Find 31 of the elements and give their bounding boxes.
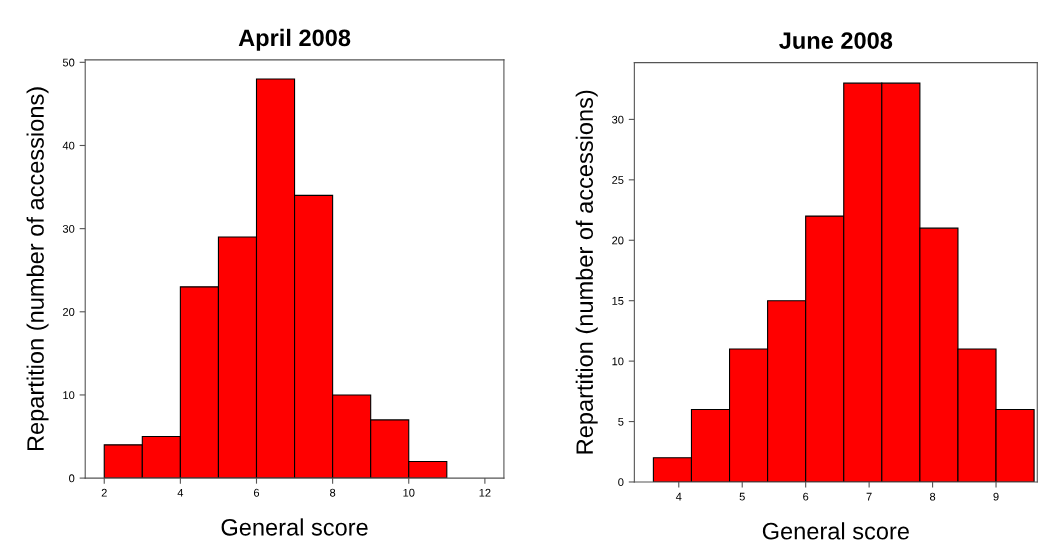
x-tick-label: 9 — [993, 492, 999, 501]
y-tick-label: 30 — [612, 115, 624, 124]
x-tick-label: 2 — [101, 488, 107, 497]
y-tick-label: 10 — [63, 391, 75, 400]
y-axis-title: Repartition (number of accessions) — [575, 90, 598, 454]
x-tick-label: 8 — [929, 492, 936, 501]
x-tick-label: 7 — [866, 492, 872, 501]
x-tick-label: 12 — [479, 488, 491, 497]
x-tick-label: 6 — [803, 492, 809, 501]
x-tick-label: 10 — [403, 488, 415, 497]
x-axis-title: General score — [762, 522, 909, 540]
y-tick-label: 10 — [612, 357, 624, 366]
y-tick-label: 50 — [62, 58, 75, 67]
x-tick-label: 8 — [330, 488, 336, 497]
y-tick-label: 15 — [612, 297, 624, 305]
y-tick-label: 0 — [618, 478, 624, 487]
chart-title: June 2008 — [779, 32, 893, 49]
y-axis-title: Repartition (number of accessions) — [26, 87, 49, 451]
x-tick-label: 5 — [739, 492, 745, 501]
y-tick-label: 5 — [618, 417, 624, 426]
x-tick-label: 4 — [177, 488, 184, 497]
chart-title: April 2008 — [238, 28, 351, 51]
y-tick-label: 20 — [612, 236, 624, 245]
y-tick-label: 40 — [62, 141, 75, 150]
x-tick-label: 4 — [675, 492, 682, 501]
y-tick-label: 25 — [612, 176, 624, 184]
y-tick-label: 20 — [63, 308, 75, 316]
y-tick-label: 0 — [69, 474, 75, 483]
x-axis-title: General score — [221, 518, 368, 536]
x-tick-label: 6 — [253, 488, 260, 497]
y-tick-label: 30 — [62, 224, 75, 233]
